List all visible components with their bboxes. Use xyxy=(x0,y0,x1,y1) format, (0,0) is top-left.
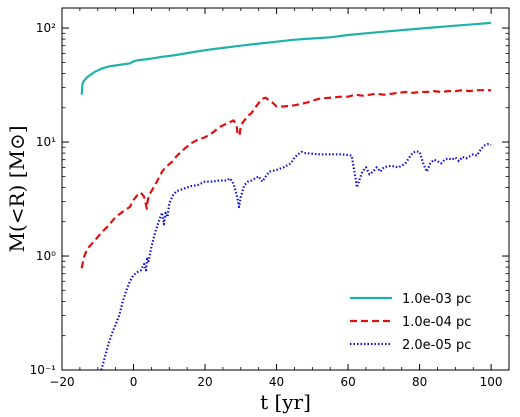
legend-label-2: 1.0e-04 pc xyxy=(402,315,471,330)
ticks-layer: −20 0 20 40 60 80 100 10⁻¹ 10⁰ 10¹ 10² xyxy=(30,8,509,389)
legend: 1.0e-03 pc 1.0e-04 pc 2.0e-05 pc xyxy=(350,292,471,353)
y-tick-label: 10¹ xyxy=(36,135,56,149)
x-tick-label: 40 xyxy=(269,375,284,389)
y-tick-label: 10² xyxy=(36,21,56,35)
series-line-2 xyxy=(80,89,492,269)
y-axis-label: M(<R) [M⊙] xyxy=(5,125,29,252)
legend-label-1: 1.0e-03 pc xyxy=(402,292,471,307)
plot-frame xyxy=(61,7,510,371)
x-axis-label: t [yr] xyxy=(260,390,311,414)
x-tick-label: 20 xyxy=(197,375,212,389)
series-layer xyxy=(80,21,492,370)
y-tick-label: 10⁰ xyxy=(36,249,56,263)
legend-item-3: 2.0e-05 pc xyxy=(350,338,471,353)
legend-item-2: 1.0e-04 pc xyxy=(350,315,471,330)
x-tick-label: 0 xyxy=(130,375,138,389)
x-tick-label: −20 xyxy=(49,375,74,389)
x-tick-label: 60 xyxy=(340,375,355,389)
x-tick-label: 80 xyxy=(412,375,427,389)
legend-item-1: 1.0e-03 pc xyxy=(350,292,471,307)
series-line-1 xyxy=(80,21,492,95)
series-line-3 xyxy=(100,143,492,370)
legend-label-3: 2.0e-05 pc xyxy=(402,338,471,353)
y-tick-label: 10⁻¹ xyxy=(30,363,57,377)
x-tick-label: 100 xyxy=(480,375,503,389)
